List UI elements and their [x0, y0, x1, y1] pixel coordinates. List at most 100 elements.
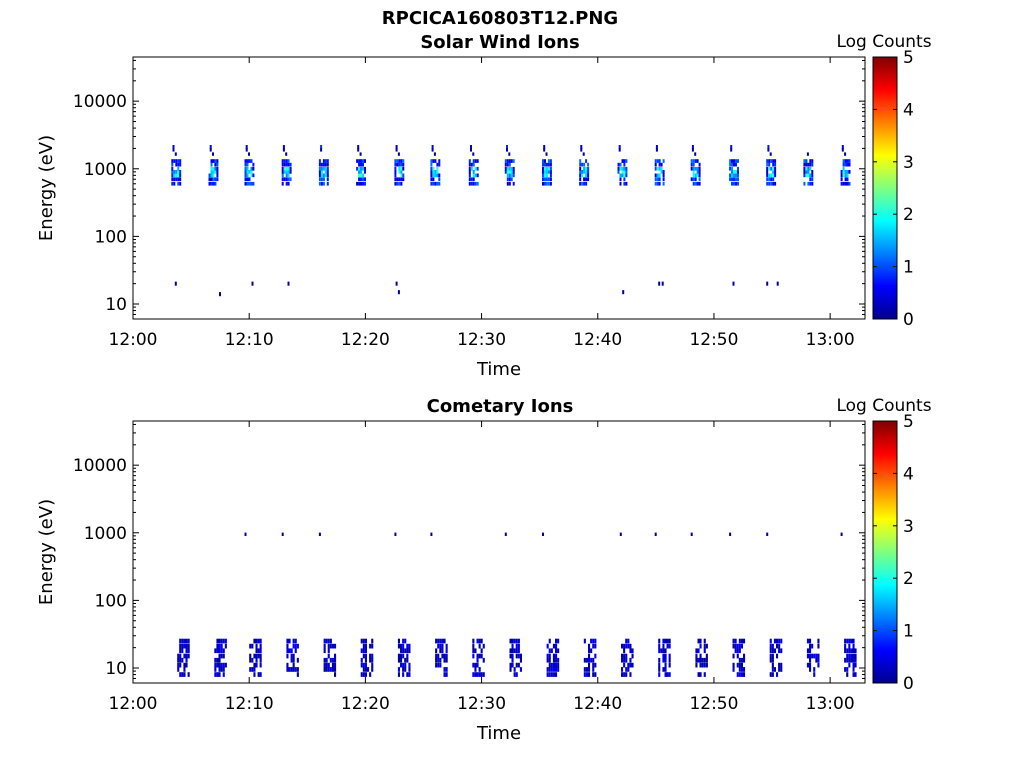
heatmap-cell [854, 648, 857, 654]
heatmap-cell [806, 638, 809, 644]
heatmap-cell [214, 667, 217, 672]
heatmap-cell [549, 159, 552, 163]
heatmap-cell [357, 148, 360, 152]
heatmap-cell [854, 662, 857, 668]
heatmap-cell [732, 662, 735, 668]
heatmap-cell [359, 152, 362, 156]
heatmap-cell [360, 166, 362, 171]
heatmap-cell [214, 159, 217, 163]
heatmap-cell [294, 643, 297, 649]
heatmap-cell [697, 648, 700, 654]
heatmap-cell [325, 657, 328, 663]
heatmap-cell [768, 166, 771, 171]
heatmap-cell [179, 643, 182, 649]
heatmap-cell [504, 159, 507, 163]
heatmap-cell [171, 166, 174, 171]
heatmap-cell [735, 173, 737, 178]
heatmap-cell [852, 662, 855, 668]
heatmap-cell [472, 653, 475, 659]
heatmap-cell [658, 643, 661, 649]
heatmap-cell [778, 643, 781, 649]
heatmap-cell [210, 181, 213, 186]
heatmap-cell [362, 159, 364, 163]
heatmap-cell [185, 648, 188, 654]
heatmap-cell [699, 657, 702, 663]
heatmap-cell [323, 662, 326, 668]
heatmap-cell [701, 657, 704, 663]
heatmap-cell [287, 170, 290, 174]
heatmap-cell [805, 173, 808, 178]
heatmap-cell [846, 638, 849, 644]
heatmap-cell [185, 653, 188, 659]
heatmap-cell [811, 170, 814, 174]
heatmap-cell [619, 162, 622, 167]
heatmap-cell [510, 170, 513, 174]
heatmap-cell [181, 672, 184, 677]
heatmap-cell [360, 648, 363, 654]
heatmap-cell [173, 170, 176, 174]
heatmap-cell [809, 177, 812, 182]
heatmap-cell [698, 166, 701, 171]
heatmap-cell [326, 177, 329, 182]
heatmap-cell [358, 159, 361, 163]
heatmap-cell [255, 643, 258, 649]
heatmap-cell [547, 166, 550, 171]
heatmap-cell [729, 177, 732, 182]
heatmap-cell [731, 177, 733, 182]
heatmap-cells-solar-wind [171, 145, 851, 297]
heatmap-cell [327, 638, 330, 644]
heatmap-cell [257, 672, 260, 677]
heatmap-cell [852, 638, 855, 644]
heatmap-cell [594, 672, 597, 677]
heatmap-cell [766, 177, 769, 182]
heatmap-cell [840, 170, 843, 174]
heatmap-cell [769, 672, 772, 677]
heatmap-cell [329, 657, 332, 663]
heatmap-cell [664, 638, 667, 644]
heatmap-cell [177, 667, 180, 672]
heatmap-cell [735, 170, 737, 174]
y-tick-label: 1000 [84, 160, 127, 180]
colorbar-tick-label: 0 [903, 310, 914, 330]
heatmap-cell [809, 648, 812, 654]
colorbar-tick-label: 3 [903, 153, 914, 173]
heatmap-cell [549, 181, 552, 186]
heatmap-cell [397, 638, 400, 644]
heatmap-cell [809, 667, 812, 672]
heatmap-cell [222, 638, 225, 644]
heatmap-cell [397, 667, 400, 672]
heatmap-cell [509, 653, 512, 659]
heatmap-cell [406, 672, 409, 677]
heatmap-cell [324, 166, 327, 171]
heatmap-cell [698, 170, 701, 174]
heatmap-cell [482, 672, 485, 677]
heatmap-cell [472, 159, 475, 163]
heatmap-cell [555, 667, 558, 672]
heatmap-cell [435, 648, 438, 654]
heatmap-cell [334, 662, 337, 668]
heatmap-cell [811, 159, 814, 163]
colorbar-tick-label: 5 [903, 412, 914, 432]
heatmap-cell [774, 181, 777, 186]
heatmap-cell [397, 290, 400, 295]
heatmap-cell [699, 653, 702, 659]
heatmap-cell [173, 159, 176, 163]
heatmap-cell [245, 148, 248, 152]
heatmap-cell [696, 159, 699, 163]
heatmap-cell [324, 173, 327, 178]
heatmap-cell [472, 170, 475, 174]
heatmap-cell [579, 159, 582, 163]
heatmap-cell [470, 162, 473, 167]
y-tick-label: 10 [105, 659, 127, 679]
heatmap-cell [627, 638, 630, 644]
x-tick-label: 12:00 [109, 694, 158, 714]
heatmap-cell [694, 173, 697, 178]
heatmap-cell [656, 159, 659, 163]
heatmap-cell [588, 643, 591, 649]
colorbar-ticks-cometary: 0 1 2 3 4 5 [873, 412, 914, 694]
heatmap-cell [738, 667, 741, 672]
heatmap-cell [318, 159, 321, 163]
heatmap-cell [654, 177, 657, 182]
heatmap-cell [617, 162, 620, 167]
heatmap-cell [841, 148, 844, 152]
